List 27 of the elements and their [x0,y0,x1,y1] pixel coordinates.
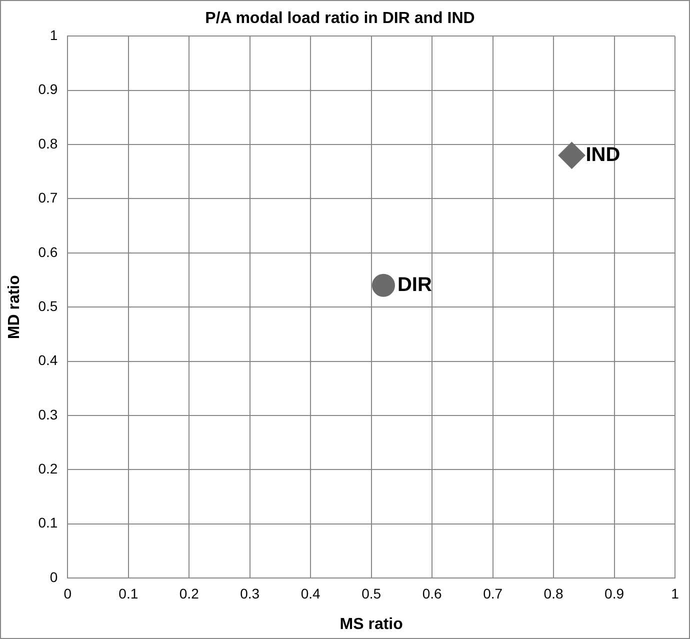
series-label: IND [586,144,620,166]
y-tick-label: 0 [50,568,58,585]
y-tick-label: 0.8 [38,135,58,152]
y-tick-label: 0.9 [38,81,58,98]
x-tick-label: 0.3 [240,585,260,602]
x-tick-label: 0 [64,585,72,602]
x-tick-label: 0.9 [604,585,624,602]
x-tick-label: 0.4 [300,585,321,602]
y-tick-label: 0.4 [38,352,58,368]
y-tick-label: 0.3 [38,406,58,422]
x-tick-label: 0.7 [483,585,503,602]
x-tick-label: 1 [671,585,680,602]
y-axis-title: MD ratio [6,274,24,340]
y-tick-label: 0.6 [38,244,58,260]
series-label: DIR [397,274,432,296]
x-tick-label: 0.6 [422,585,442,602]
chart-title: P/A modal load ratio in DIR and IND [205,10,475,28]
y-tick-label: 0.5 [38,298,58,314]
y-tick-label: 0.1 [38,514,58,531]
y-tick-label: 0.7 [38,190,58,206]
x-tick-label: 0.8 [544,585,564,602]
x-tick-label: 0.1 [118,585,138,602]
y-tick-label: 1 [50,27,58,44]
x-axis-title: MS ratio [340,616,404,633]
y-tick-label: 0.2 [38,460,58,476]
x-tick-label: 0.5 [362,585,382,602]
x-tick-label: 0.2 [179,585,200,602]
